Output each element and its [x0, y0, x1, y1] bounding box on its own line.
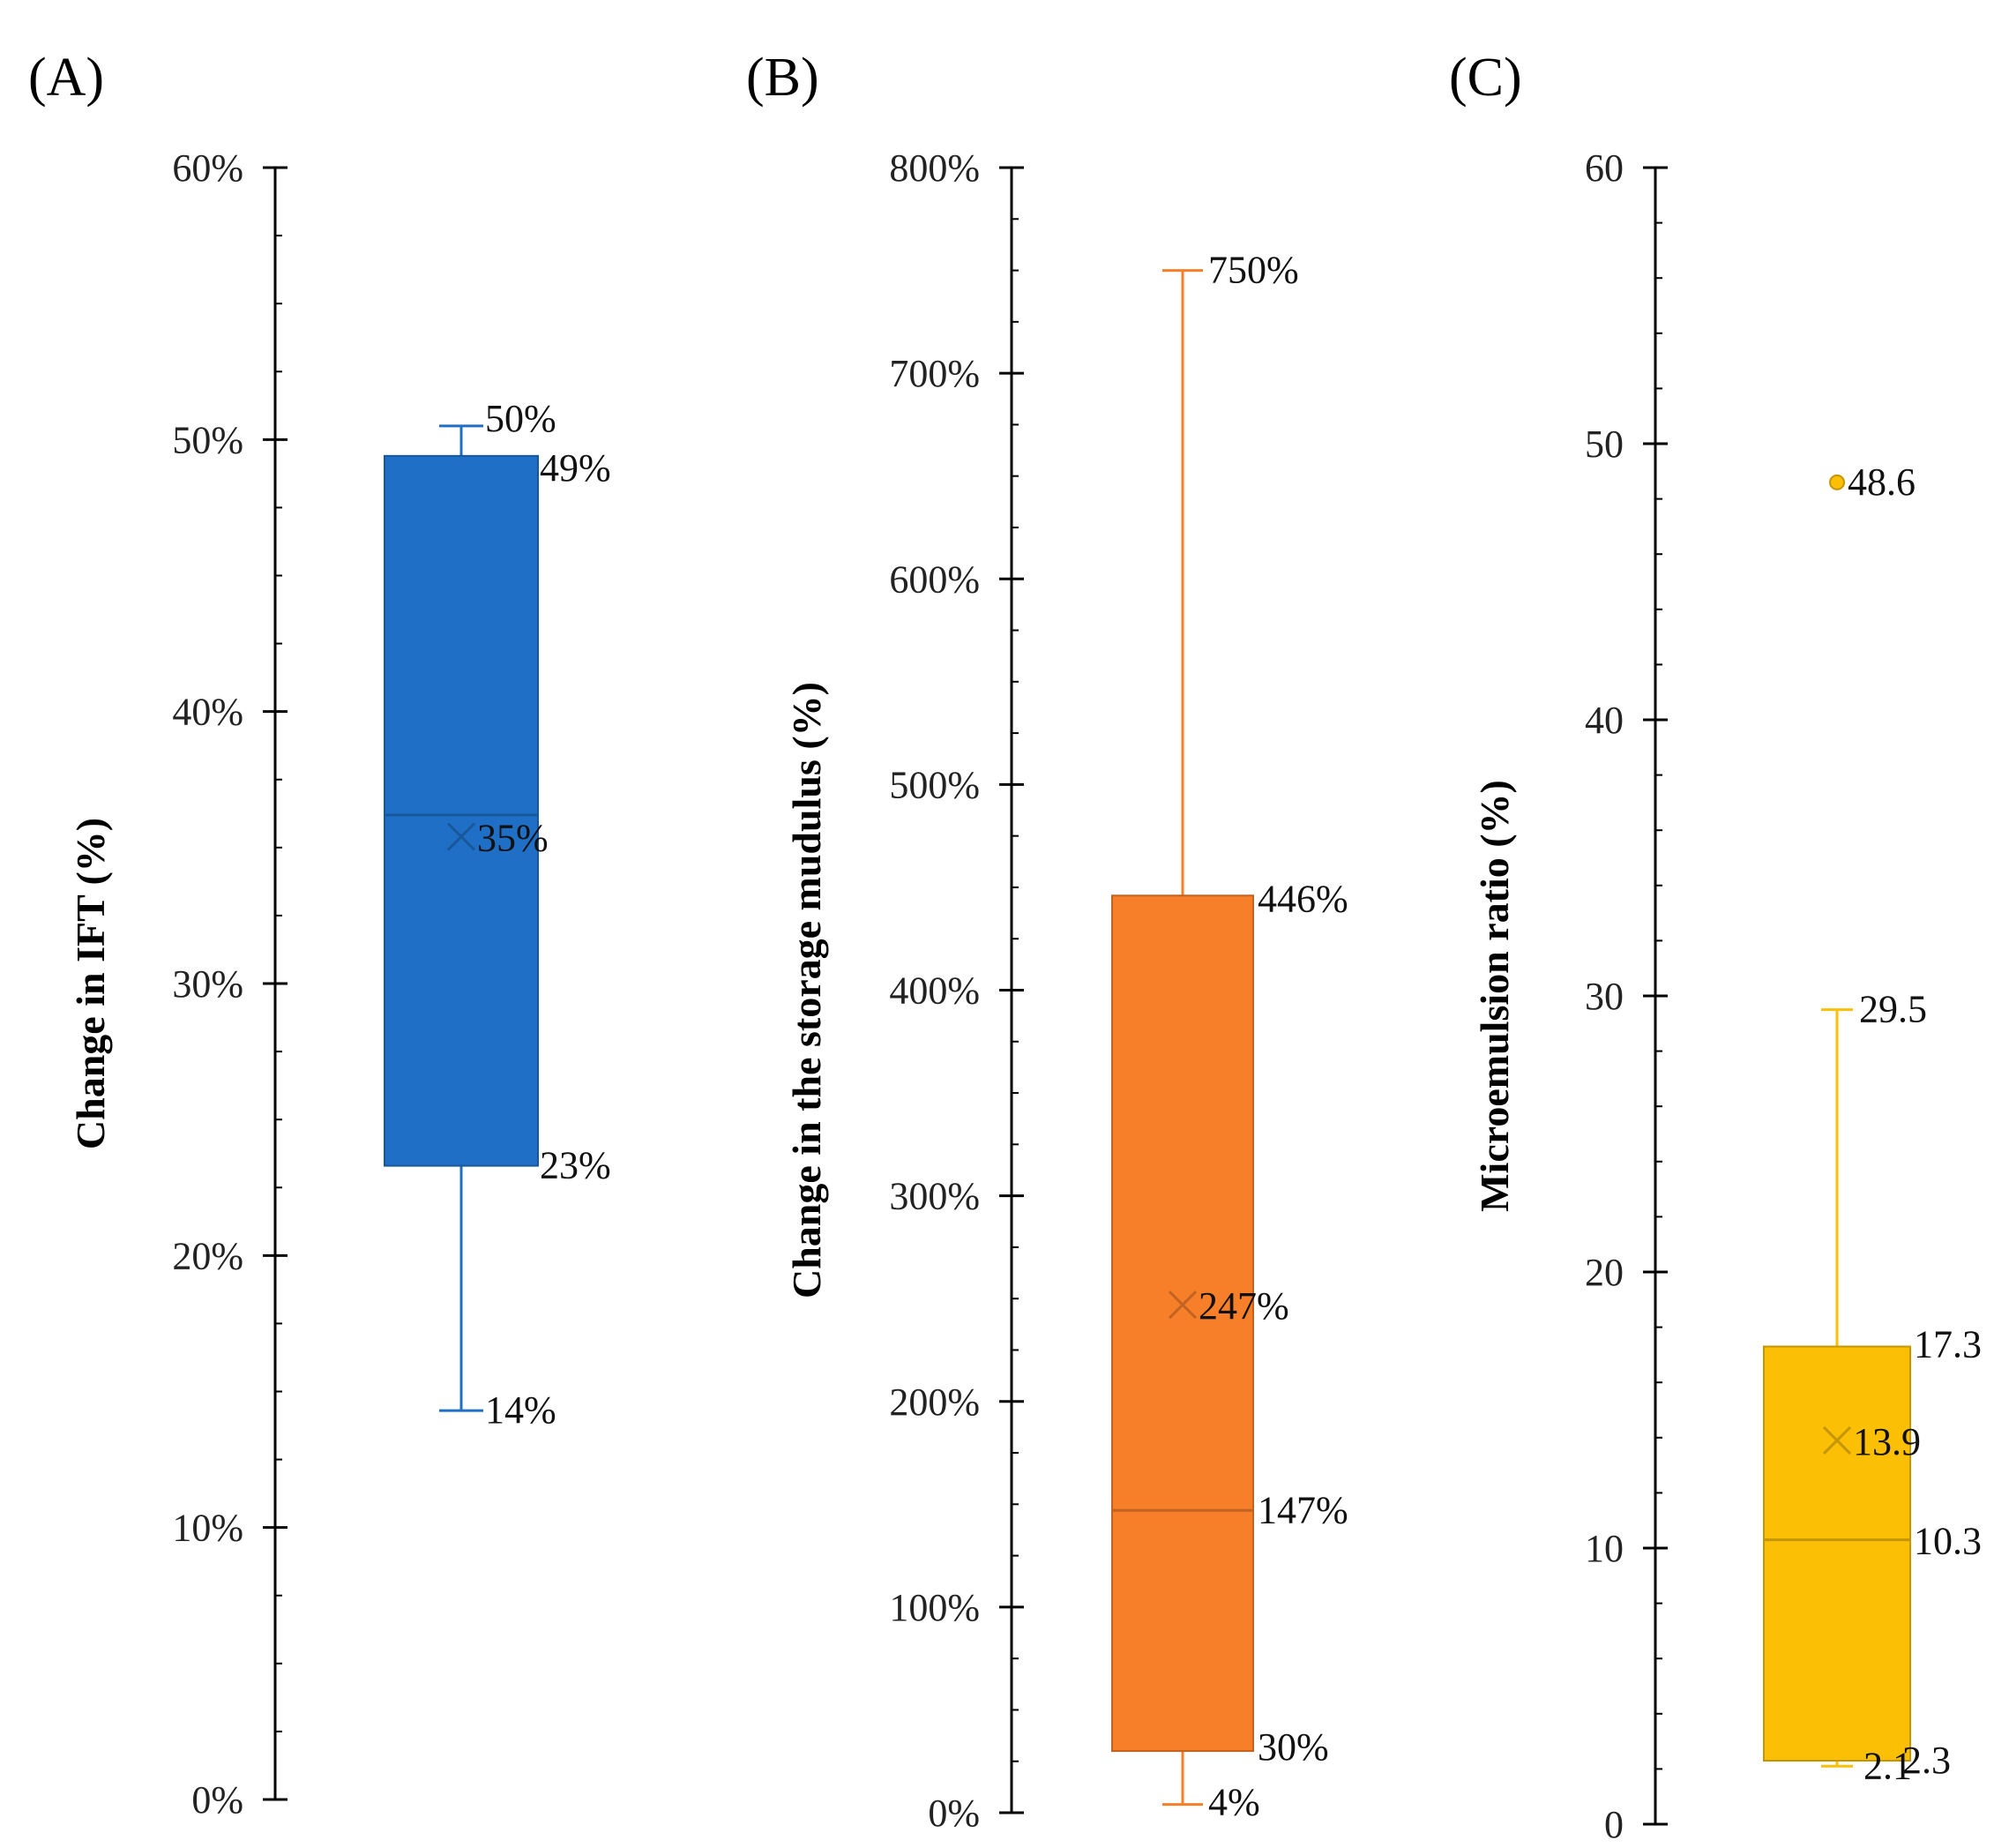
data-label-q3: 446% [1258, 877, 1348, 920]
panel-c: (C) 0 10 20 30 40 50 60 Microemulsion ratio (%) 4… [1449, 48, 1982, 1846]
iqr-box [1111, 894, 1254, 1753]
y-tick-label: 60% [172, 146, 243, 190]
data-label-q3: 49% [540, 446, 611, 490]
y-tick-label: 30 [1585, 975, 1624, 1018]
panel-label: (A) [28, 48, 104, 108]
y-tick-label: 20 [1585, 1251, 1624, 1294]
y-tick-label: 30% [172, 962, 243, 1006]
y-tick-label: 40% [172, 691, 243, 734]
data-label-whisker-high: 750% [1208, 249, 1299, 292]
data-label-outlier: 48.6 [1848, 460, 1916, 504]
y-axis-title: Change in the storage mudulus (%) [784, 682, 829, 1298]
y-tick-label: 500% [889, 763, 980, 806]
y-tick-label: 0% [191, 1778, 243, 1822]
y-tick-label: 10% [172, 1507, 243, 1550]
y-tick-label: 20% [172, 1234, 243, 1277]
y-tick-label: 50 [1585, 423, 1624, 466]
data-label-q1: 23% [540, 1144, 611, 1187]
y-axis-title: Change in IFT (%) [68, 818, 113, 1149]
data-label-mean: 247% [1199, 1284, 1289, 1328]
y-tick-label: 60 [1585, 146, 1624, 190]
data-label-mean: 35% [477, 817, 549, 860]
y-tick-label: 0% [928, 1792, 980, 1835]
data-label-median: 10.3 [1914, 1520, 1982, 1563]
y-tick-label: 0 [1604, 1803, 1624, 1846]
data-label-whisker-low: 4% [1208, 1781, 1260, 1824]
outlier-point [1829, 474, 1845, 490]
y-tick-label: 300% [889, 1175, 980, 1218]
data-label-q1: 2.3 [1902, 1739, 1951, 1782]
data-label-mean: 13.9 [1853, 1420, 1921, 1463]
iqr-box [1763, 1345, 1911, 1762]
mean-marker-stroke-2 [1822, 1425, 1852, 1455]
mean-marker-stroke-2 [446, 822, 476, 851]
data-label-whisker-low: 14% [485, 1388, 556, 1432]
y-tick-label: 800% [889, 146, 980, 190]
y-tick-label: 100% [889, 1586, 980, 1629]
panel-a: (A) 0% 10% 20% 30% 40% 50% 60% Change in IFT (%)… [28, 48, 611, 1822]
data-label-q1: 30% [1258, 1725, 1329, 1769]
y-tick-label: 700% [889, 352, 980, 395]
y-tick-label: 400% [889, 969, 980, 1013]
data-label-q3: 17.3 [1914, 1323, 1982, 1366]
y-tick-label: 10 [1585, 1527, 1624, 1570]
panel-label: (B) [746, 48, 819, 108]
data-label-whisker-low: 2.1 [1863, 1744, 1912, 1787]
panel-label: (C) [1449, 48, 1522, 108]
y-tick-label: 40 [1585, 699, 1624, 742]
y-axis-title: Microemulsion ratio (%) [1472, 780, 1517, 1212]
mean-marker-stroke-2 [1168, 1291, 1198, 1320]
y-tick-label: 600% [889, 557, 980, 601]
y-tick-label: 50% [172, 418, 243, 461]
y-tick-label: 200% [889, 1380, 980, 1424]
panel-b: (B) 0% 100% 200% 300% 400% 500% 600% 700% 800% Cha… [746, 48, 1348, 1835]
data-label-whisker-high: 29.5 [1859, 988, 1927, 1031]
data-label-median: 147% [1258, 1488, 1348, 1531]
data-label-whisker-high: 50% [485, 397, 556, 440]
iqr-box [384, 454, 539, 1167]
